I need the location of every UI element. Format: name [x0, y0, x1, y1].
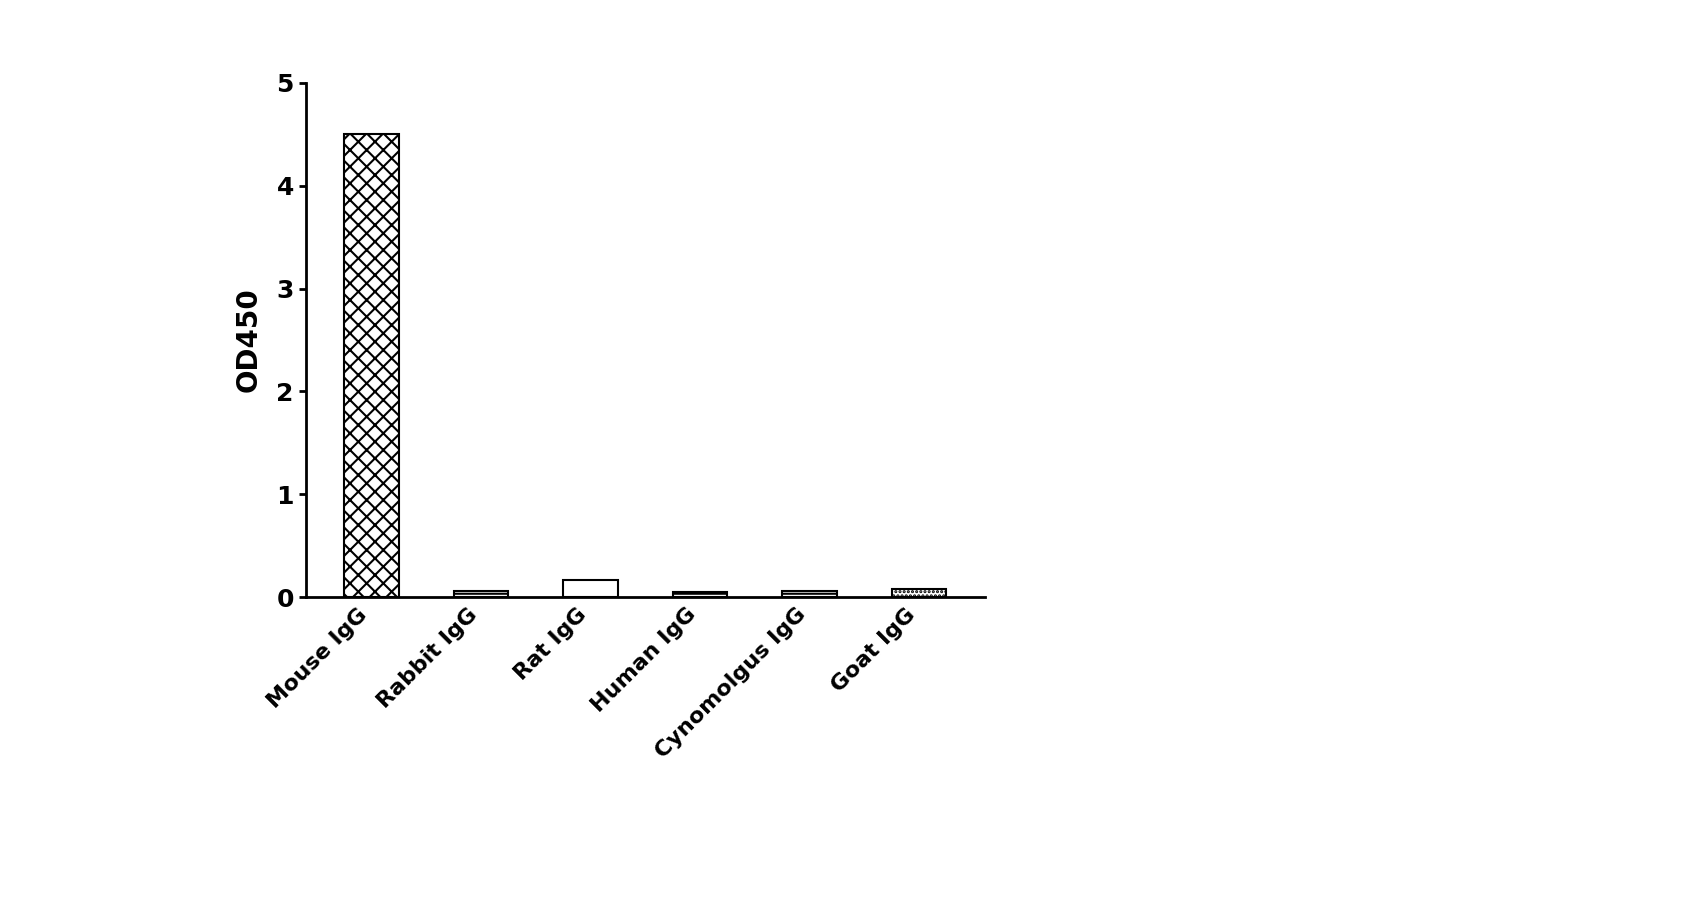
Bar [564, 580, 618, 597]
Y-axis label: OD450: OD450 [234, 288, 263, 392]
Bar [453, 591, 508, 597]
Bar [672, 592, 727, 597]
Bar [891, 589, 946, 597]
Bar [783, 591, 837, 597]
Bar [345, 134, 399, 597]
